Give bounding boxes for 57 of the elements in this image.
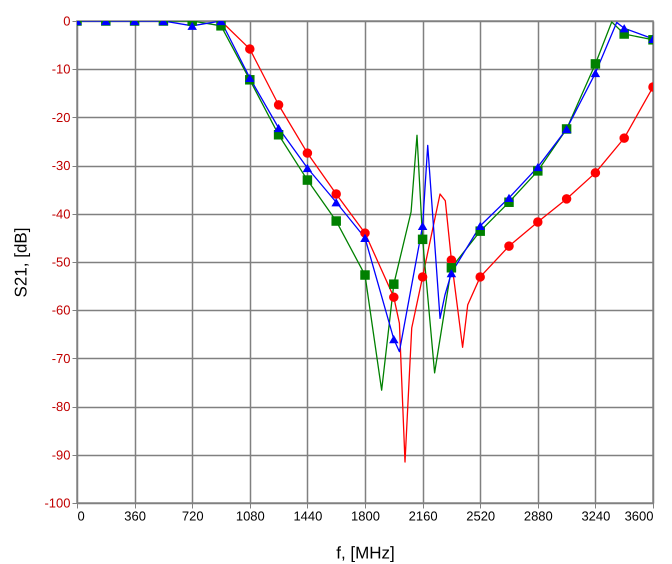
y-tick-label: -90 [52,447,70,462]
x-tick-label: 720 [182,508,204,524]
x-tick-label: 2880 [524,508,553,524]
point [533,217,543,227]
x-tick-label: 1800 [351,508,380,524]
y-tick-label: -20 [52,110,70,125]
y-tick-label: -50 [52,254,70,270]
y-axis-title: S21, [dB] [11,228,30,298]
x-axis-title: f, [MHz] [336,544,395,562]
point [504,194,514,202]
point [302,164,312,172]
y-tick-label: -80 [52,399,70,414]
point [245,74,255,82]
y-tick-label: -10 [52,62,70,77]
point [446,263,456,273]
point [475,272,485,282]
y-tick-label: -30 [52,158,70,174]
x-tick-label: 3240 [581,508,610,524]
point [562,194,572,204]
point [418,234,428,244]
y-tick-label: 0 [63,14,70,28]
point [590,59,600,69]
point [504,241,514,251]
point [187,22,197,30]
x-tick-label: 0 [78,508,85,524]
point [274,124,284,132]
point [389,279,399,289]
y-tick-label: -70 [52,350,70,366]
x-tick-label: 3600 [624,508,654,524]
x-tick-label: 360 [124,508,146,524]
point [302,148,312,158]
point [331,216,341,226]
point [274,100,284,110]
point [331,198,341,206]
point [619,24,629,32]
point [418,222,428,230]
point [389,292,399,302]
point [533,162,543,172]
point [475,222,485,230]
point [331,189,341,199]
y-tick-label: -60 [52,302,70,318]
point [245,44,255,54]
point [389,335,399,344]
x-tick-label: 2160 [408,508,438,524]
x-tick-label: 1440 [293,508,322,524]
point [302,175,312,185]
y-tick-label: -100 [44,496,70,510]
x-tick-label: 2520 [466,508,496,524]
x-tick-label: 1080 [236,508,265,524]
point [446,268,456,278]
y-tick-label: -40 [52,206,70,222]
point [360,234,370,242]
point [418,272,428,282]
point [590,68,600,78]
point [619,133,629,143]
point [360,270,370,280]
point [590,168,600,178]
